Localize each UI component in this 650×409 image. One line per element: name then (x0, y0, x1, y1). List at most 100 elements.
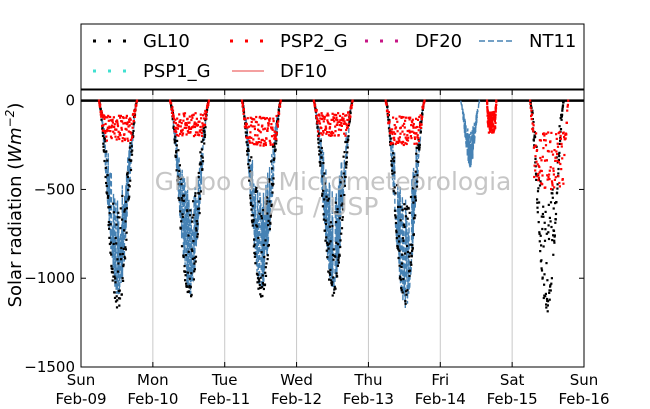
data-point-gl10 (343, 184, 346, 187)
data-point-psp2-g (329, 134, 332, 137)
data-point-gl10 (175, 151, 178, 154)
data-point-gl10 (107, 224, 110, 227)
data-point-gl10 (339, 245, 342, 249)
data-point-psp2-g (180, 122, 183, 125)
data-point-gl10 (181, 215, 184, 219)
data-point-gl10 (416, 146, 420, 149)
data-point-psp2-g (259, 144, 262, 147)
data-point-psp2-g (333, 113, 336, 116)
data-point-psp2-g (275, 138, 278, 141)
data-point-psp2-g (529, 99, 532, 102)
data-point-gl10 (275, 139, 278, 142)
data-point-gl10 (318, 153, 321, 156)
legend-label-psp2-g: PSP2_G (280, 31, 348, 52)
data-point-psp2-g (319, 132, 322, 135)
data-point-gl10 (396, 245, 399, 248)
data-point-gl10 (121, 218, 124, 221)
data-point-psp2-g (552, 167, 555, 170)
legend-item-df10: DF10 (232, 61, 327, 82)
data-point-gl10 (542, 215, 545, 218)
data-point-psp2-g (409, 130, 412, 133)
data-point-psp2-g (320, 127, 323, 130)
data-point-psp2-g (550, 180, 554, 183)
data-point-gl10 (188, 277, 191, 280)
data-point-gl10 (392, 190, 395, 193)
data-point-psp2-g (172, 113, 175, 116)
data-point-gl10 (113, 275, 116, 278)
data-point-psp2-g (540, 169, 543, 173)
data-point-psp2-g (191, 114, 194, 117)
data-point-gl10 (179, 227, 182, 230)
data-point-psp2-g (394, 126, 398, 129)
data-point-psp2-g (486, 102, 489, 105)
data-point-psp2-g (132, 120, 135, 123)
data-point-psp2-g (262, 142, 265, 145)
data-point-psp2-g (201, 134, 204, 137)
data-point-psp2-g (190, 118, 193, 122)
data-point-psp2-g (339, 124, 342, 127)
data-point-psp2-g (279, 99, 282, 102)
data-point-gl10 (128, 146, 131, 149)
data-point-gl10 (323, 229, 326, 232)
data-point-psp2-g (113, 123, 116, 126)
data-point-psp2-g (530, 113, 534, 116)
data-point-psp2-g (344, 114, 347, 117)
data-point-psp2-g (394, 132, 397, 135)
data-point-psp2-g (336, 121, 339, 124)
data-point-psp2-g (102, 124, 105, 127)
data-point-psp2-g (334, 125, 337, 128)
data-point-psp2-g (111, 119, 114, 123)
data-point-psp2-g (173, 121, 176, 124)
data-point-gl10 (336, 264, 339, 267)
data-point-psp2-g (337, 112, 340, 115)
data-point-psp2-g (253, 118, 256, 121)
data-point-gl10 (254, 262, 257, 265)
data-point-psp2-g (327, 122, 330, 125)
data-point-gl10 (125, 238, 128, 241)
data-point-gl10 (115, 295, 118, 298)
data-point-gl10 (269, 215, 272, 218)
data-point-psp2-g (119, 134, 122, 137)
data-point-gl10 (328, 278, 331, 281)
data-point-psp2-g (402, 143, 405, 147)
data-point-gl10 (412, 187, 415, 190)
data-point-psp2-g (563, 153, 566, 157)
data-point-gl10 (274, 150, 277, 153)
data-point-gl10 (332, 291, 336, 294)
data-point-psp2-g (398, 136, 401, 139)
data-point-gl10 (126, 171, 129, 174)
data-point-psp2-g (327, 134, 331, 137)
data-point-psp2-g (193, 123, 196, 126)
data-point-psp2-g (207, 101, 210, 104)
data-point-gl10 (409, 261, 412, 264)
data-point-gl10 (539, 234, 542, 237)
data-point-gl10 (178, 164, 181, 167)
data-point-gl10 (253, 243, 256, 246)
data-point-psp2-g (396, 120, 399, 123)
data-point-gl10 (349, 112, 352, 115)
data-point-psp2-g (331, 118, 334, 121)
data-point-psp2-g (316, 119, 319, 122)
data-point-psp2-g (276, 125, 279, 128)
data-point-gl10 (109, 241, 112, 244)
data-point-gl10 (417, 138, 420, 141)
data-point-psp2-g (124, 122, 127, 125)
data-point-gl10 (344, 175, 347, 179)
data-point-psp2-g (491, 117, 494, 120)
data-point-psp2-g (171, 109, 175, 112)
data-point-psp2-g (488, 123, 491, 126)
data-point-psp2-g (109, 130, 112, 133)
data-point-gl10 (203, 131, 206, 134)
data-point-gl10 (554, 218, 557, 221)
data-point-gl10 (547, 203, 550, 206)
data-point-gl10 (400, 287, 403, 290)
data-point-gl10 (537, 187, 540, 190)
data-point-gl10 (105, 181, 108, 185)
data-point-psp2-g (487, 112, 490, 115)
data-point-psp2-g (558, 131, 561, 134)
data-point-gl10 (322, 162, 325, 165)
data-point-gl10 (558, 142, 561, 145)
data-point-psp2-g (121, 120, 124, 123)
data-point-gl10 (415, 152, 418, 155)
x-tick-label-day: Sat (500, 371, 525, 389)
